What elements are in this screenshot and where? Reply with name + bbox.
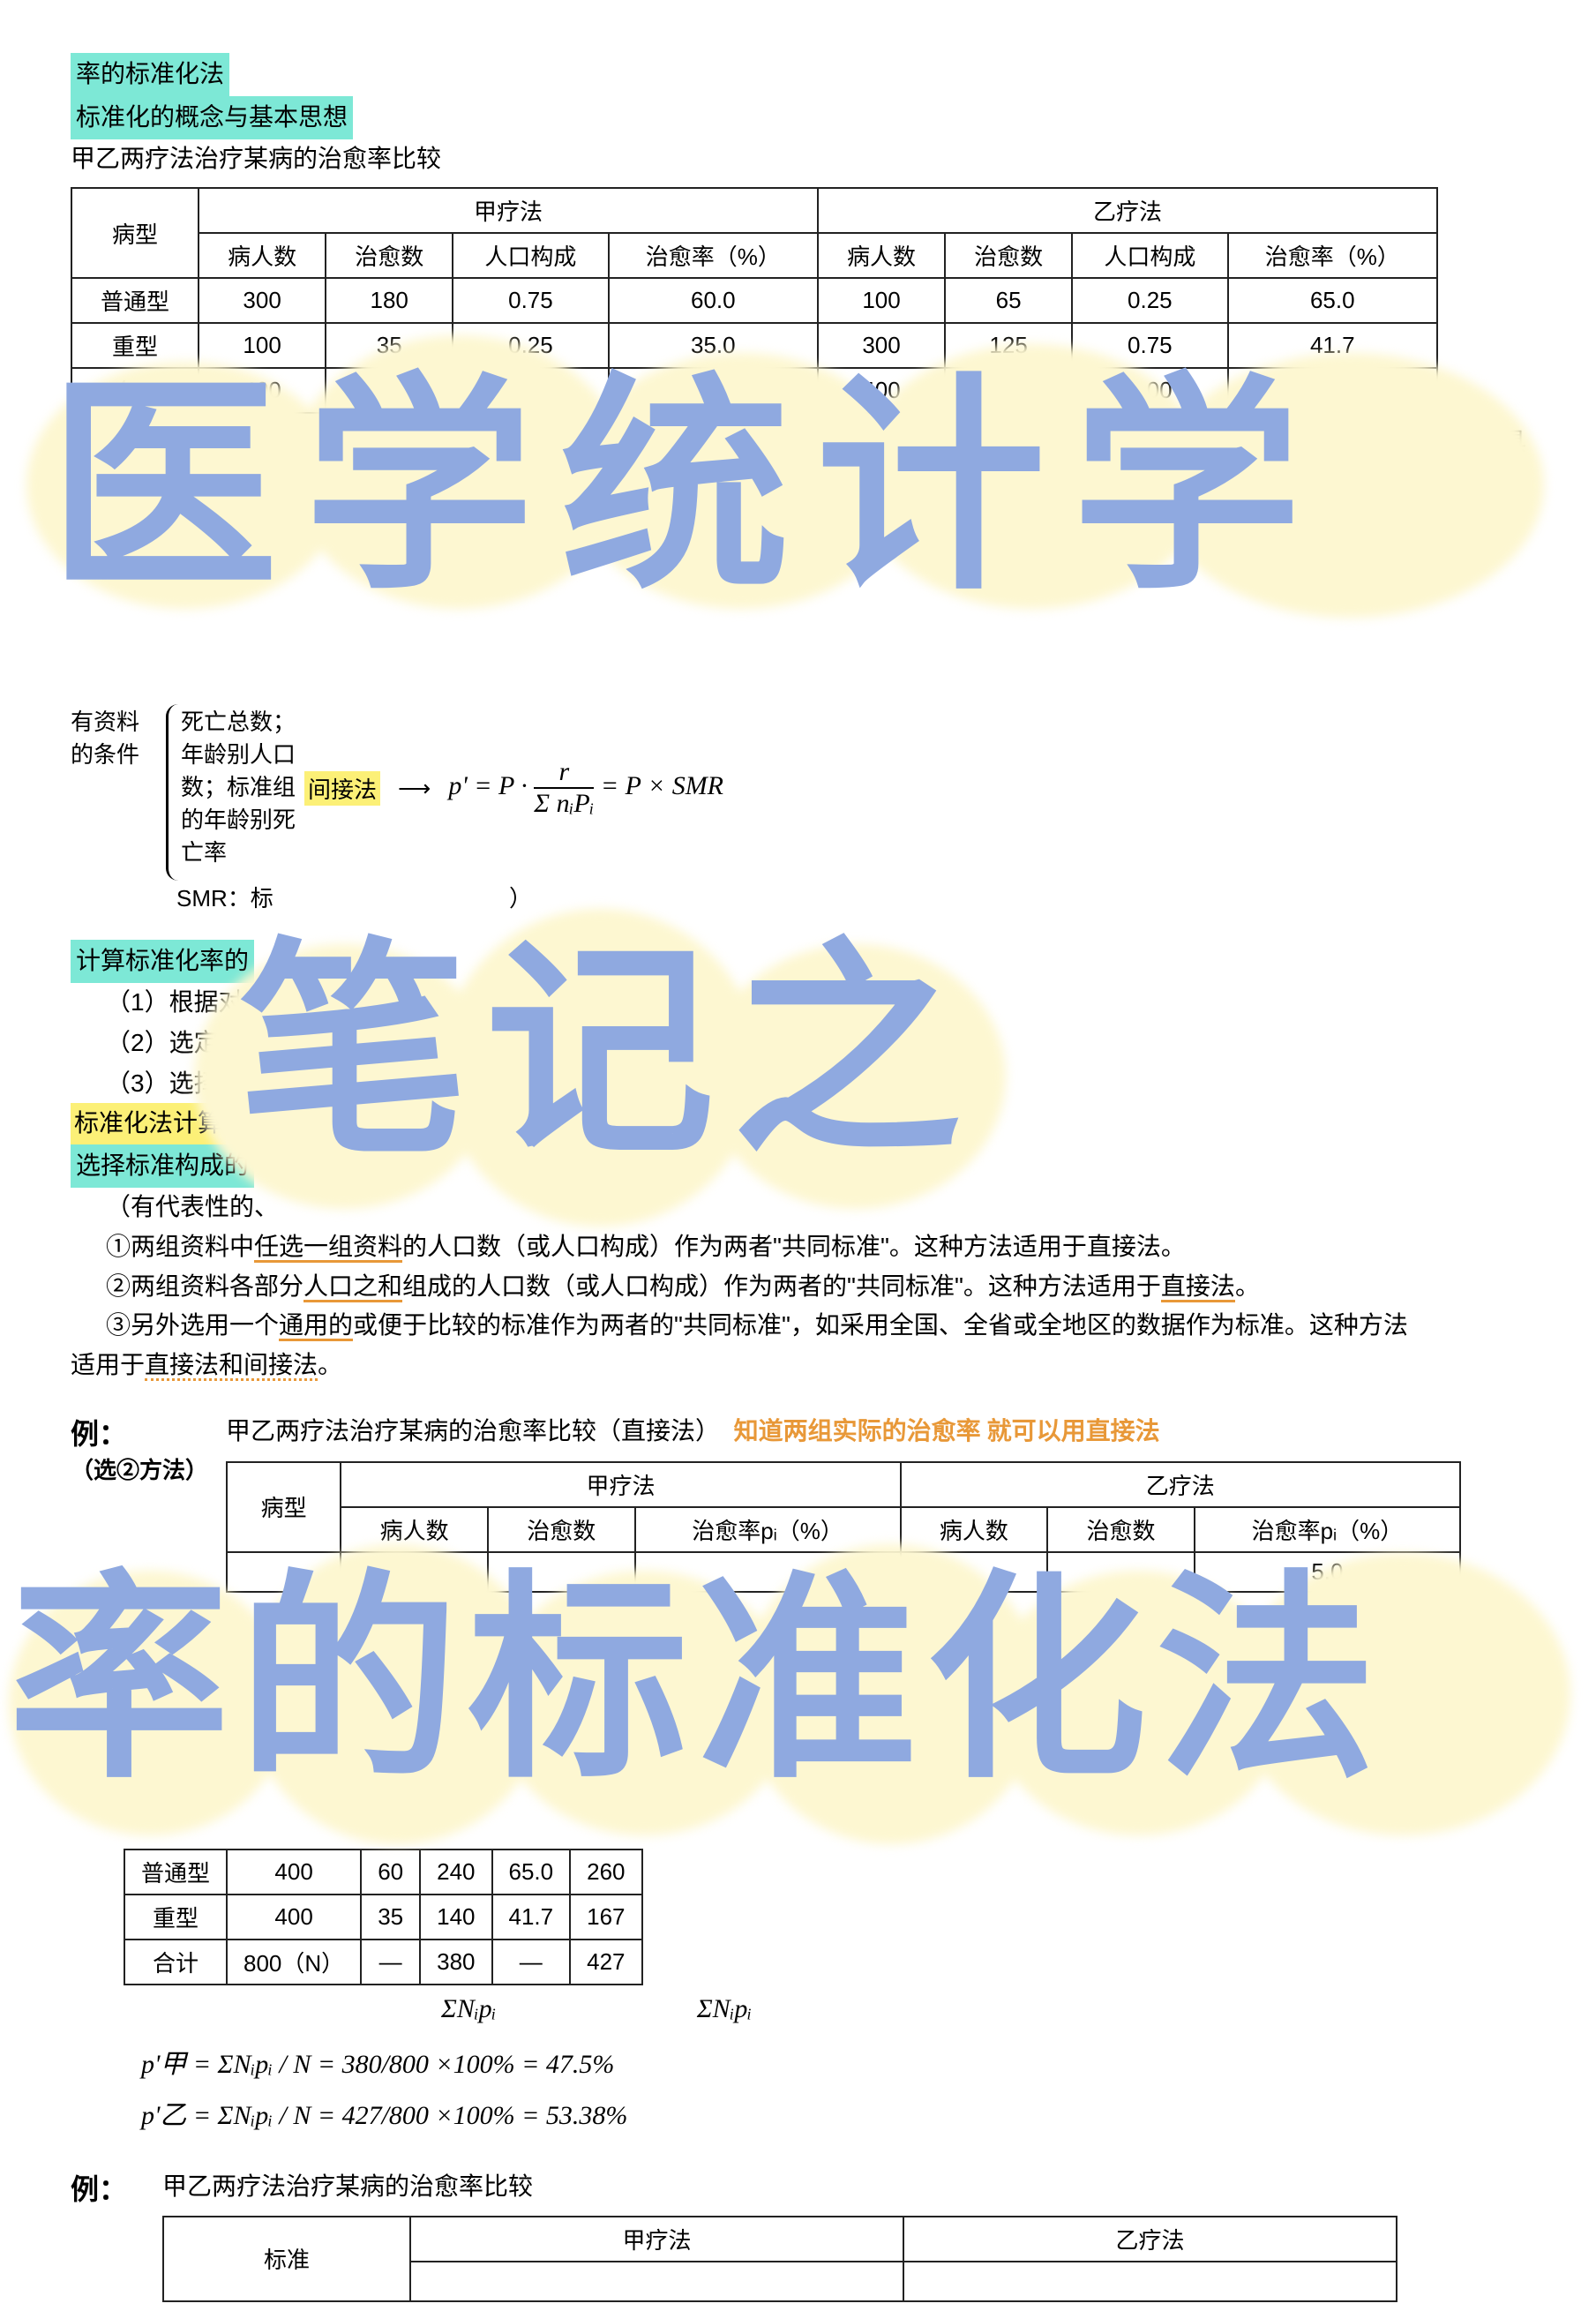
example1-label: 例：	[71, 1412, 208, 1452]
table-2: 病型 甲疗法 乙疗法 病人数治愈数治愈率pᵢ（%） 病人数治愈数治愈率pᵢ（%）…	[226, 1461, 1461, 1593]
rep-text: （有代表性的、	[106, 1188, 1525, 1227]
res-label: 有资料	[71, 704, 150, 737]
para-3: ③另外选用一个通用的或便于比较的标准作为两者的"共同标准"，如采用全国、全省或全…	[106, 1306, 1525, 1346]
partial-lead: 有可	[71, 423, 120, 462]
partial-n2: 部	[774, 423, 798, 462]
partial-n3: 影响	[1113, 423, 1162, 462]
cond-label: 的条件	[71, 737, 150, 769]
sub-1: 标准化法计算	[71, 1103, 1525, 1144]
sub-2: 选择标准构成的	[71, 1144, 1525, 1188]
calc-line-1: p'甲 = ΣNᵢpᵢ / N = 380/800 ×100% = 47.5%	[141, 2042, 1525, 2081]
example1-hand: 知道两组实际的治愈率 就可以用直接法	[734, 1418, 1160, 1445]
sum-2: ΣNᵢpᵢ	[697, 1994, 752, 2023]
example1-method: （选②方法）	[71, 1452, 208, 1485]
para-4: 适用于直接法和间接法。	[71, 1346, 1525, 1385]
formula-smr: p' = P · rΣ nᵢPᵢ = P × SMR	[448, 757, 723, 819]
para-1: ①两组资料中任选一组资料的人口数（或人口构成）作为两者"共同标准"。这种方法适用…	[106, 1227, 1525, 1267]
para-2: ②两组资料各部分人口之和组成的人口数（或人口构成）作为两者的"共同标准"。这种方…	[106, 1267, 1525, 1307]
example1-caption: 甲乙两疗法治疗某病的治愈率比较（直接法）	[226, 1417, 720, 1444]
step-2: （2）选定标准	[106, 1023, 1525, 1064]
heading-2: 标准化的概念与基本思想	[71, 96, 1525, 139]
heading-1: 率的标准化法	[71, 53, 1525, 96]
smr-tail: ）	[509, 885, 532, 912]
table1-caption: 甲乙两疗法治疗某病的治愈率比较	[71, 139, 1525, 179]
step-3: （3）选择公式	[106, 1064, 1525, 1104]
steps-header: 计算标准化率的	[71, 940, 1525, 983]
smr-prefix: SMR：标	[176, 885, 273, 912]
table-1: 病型 甲疗法 乙疗法 病人数治愈数 人口构成治愈率（%） 病人数治愈数 人口构成…	[71, 187, 1438, 414]
calc-line-2: p'乙 = ΣNᵢpᵢ / N = 427/800 ×100% = 53.38%	[141, 2093, 1525, 2132]
partial-n1: 受	[434, 423, 459, 462]
bracket-text: 死亡总数； 年龄别人口 数；标准组 的年龄别死 亡率	[166, 704, 296, 881]
partial-tail: 率具	[1477, 423, 1526, 462]
table-3: 普通型4006024065.0260 重型4003514041.7167 合计8…	[124, 1849, 643, 1985]
example2-caption: 甲乙两疗法治疗某病的治愈率比较	[162, 2167, 1397, 2207]
arrow-icon: ⟶	[398, 775, 431, 802]
step-1: （1）根据对比资	[106, 983, 1525, 1023]
indirect-label: 间接法	[304, 771, 380, 806]
sum-1: ΣNᵢpᵢ	[441, 1994, 496, 2023]
hand-note-same: 一样	[1473, 470, 1526, 499]
example2-label: 例：	[71, 2167, 127, 2208]
